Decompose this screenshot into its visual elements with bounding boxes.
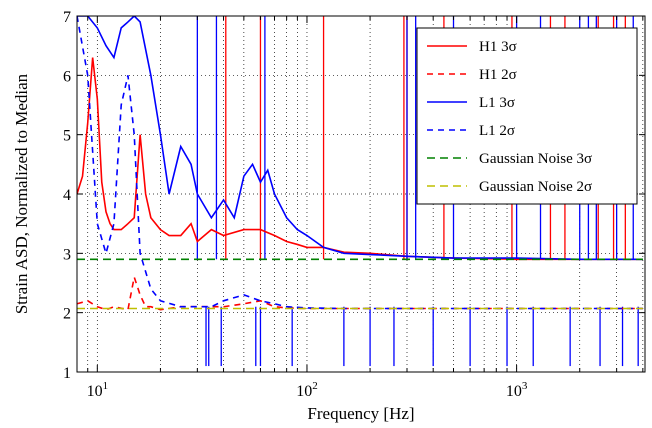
y-tick-label: 5 [63, 128, 71, 145]
series-layer [77, 16, 643, 367]
y-tick-label: 2 [63, 306, 71, 323]
y-tick-label: 6 [63, 68, 71, 85]
x-tick-label: 103 [506, 380, 528, 400]
x-tick-label: 102 [296, 380, 318, 400]
legend-label-2: H1 2σ [479, 67, 517, 83]
series-line-3 [77, 16, 643, 261]
x-axis-label: Frequency [Hz] [307, 404, 414, 423]
y-axis-label: Strain ASD, Normalized to Median [12, 73, 31, 314]
tick-layer: 1 2 3 4 5 6 7 101 102 103 [63, 9, 645, 400]
legend: H1 3σ H1 2σ L1 3σ L1 2σ Gaussian Noise 3σ Gau… [416, 27, 638, 205]
y-tick-label: 4 [63, 187, 71, 204]
legend-label-1: H1 3σ [479, 39, 517, 55]
series-line-1 [77, 57, 643, 261]
y-tick-label: 3 [63, 246, 71, 263]
legend-box [416, 27, 638, 205]
x-tick-label: 101 [87, 380, 109, 400]
series-line-2 [77, 273, 643, 311]
legend-label-3: L1 3σ [479, 95, 515, 111]
y-tick-label: 1 [63, 365, 71, 382]
legend-label-4: L1 2σ [479, 123, 515, 139]
legend-label-6: Gaussian Noise 2σ [479, 179, 592, 195]
y-tick-label: 7 [63, 9, 71, 26]
legend-label-5: Gaussian Noise 3σ [479, 151, 592, 167]
